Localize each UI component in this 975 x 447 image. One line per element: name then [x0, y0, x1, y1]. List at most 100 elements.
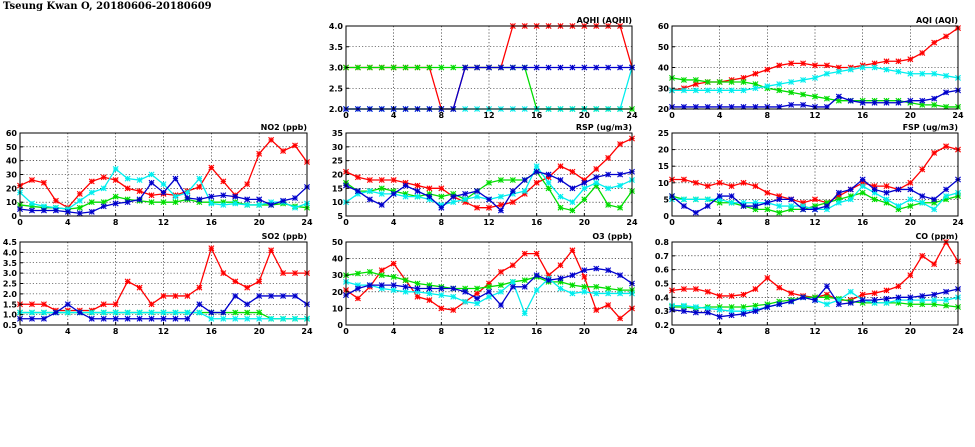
data-point [740, 203, 747, 210]
data-point [521, 277, 528, 284]
data-point [895, 283, 902, 290]
y-tick-label: 2.0 [3, 290, 18, 299]
data-point [136, 309, 143, 316]
data-point [160, 292, 167, 299]
data-point [220, 270, 227, 277]
data-point [943, 143, 950, 150]
data-point [533, 168, 540, 175]
data-point [390, 190, 397, 197]
data-point [256, 201, 263, 208]
data-point [196, 175, 203, 182]
data-point [716, 193, 723, 200]
data-point [871, 196, 878, 203]
data-point [88, 178, 95, 185]
data-point [931, 206, 938, 213]
x-tick-label: 12 [809, 218, 820, 227]
series-line-0 [20, 246, 307, 312]
data-point [88, 189, 95, 196]
data-point [823, 62, 830, 69]
data-point [716, 79, 723, 86]
data-point [148, 179, 155, 186]
y-tick-label: 25 [658, 129, 670, 138]
data-point [740, 291, 747, 298]
x-tick-label: 0 [343, 218, 349, 227]
x-tick-label: 0 [669, 111, 675, 120]
data-point [907, 97, 914, 104]
data-point [256, 196, 263, 203]
data-point [704, 79, 711, 86]
data-point [788, 203, 795, 210]
data-point [752, 286, 759, 293]
data-point [354, 188, 361, 195]
data-point [521, 283, 528, 290]
data-point [112, 177, 119, 184]
data-point [617, 315, 624, 322]
data-point [907, 203, 914, 210]
data-point [871, 290, 878, 297]
y-tick-label: 3.0 [329, 64, 344, 73]
data-point [232, 200, 239, 207]
data-point [545, 64, 552, 71]
data-point [292, 204, 299, 211]
data-point [414, 285, 421, 292]
x-tick-label: 16 [857, 327, 869, 336]
x-tick-label: 24 [626, 218, 638, 227]
data-point [172, 292, 179, 299]
y-tick-label: 15 [332, 184, 344, 193]
data-point [776, 209, 783, 216]
y-tick-label: 5 [663, 195, 669, 204]
data-point [208, 309, 215, 316]
data-point [895, 68, 902, 75]
data-point [581, 185, 588, 192]
data-point [764, 304, 771, 311]
panel-aqhi: 0 4 8 12 16 20 24 2.0 2.5 3.0 3.5 4.0 AQHI (AQHI) [329, 16, 638, 120]
data-point [474, 204, 481, 211]
data-point [474, 300, 481, 307]
data-point [593, 165, 600, 172]
data-point [112, 309, 119, 316]
data-point [474, 295, 481, 302]
data-point [533, 287, 540, 294]
y-tick-label: 10 [6, 198, 18, 207]
x-tick-label: 4 [717, 327, 723, 336]
data-point [521, 310, 528, 317]
data-point [509, 188, 516, 195]
series-line-1 [346, 66, 632, 110]
data-point [943, 72, 950, 79]
data-point [40, 309, 47, 316]
data-point [232, 309, 239, 316]
data-point [509, 64, 516, 71]
data-point [521, 250, 528, 257]
data-point [752, 183, 759, 190]
x-tick-label: 4 [717, 111, 723, 120]
data-point [100, 301, 107, 308]
data-point [800, 294, 807, 301]
x-tick-label: 12 [158, 327, 169, 336]
data-point [812, 206, 818, 213]
data-point [244, 196, 251, 203]
data-point [716, 179, 723, 186]
data-point [509, 199, 516, 206]
data-point [148, 192, 155, 199]
data-point [76, 210, 83, 217]
data-point [593, 265, 600, 272]
data-point [716, 292, 723, 299]
x-tick-label: 16 [206, 218, 218, 227]
y-tick-label: 30 [658, 84, 670, 93]
x-tick-label: 0 [17, 218, 23, 227]
data-point [776, 284, 783, 291]
x-tick-label: 12 [483, 327, 494, 336]
data-point [426, 297, 433, 304]
data-point [136, 196, 143, 203]
data-point [124, 315, 131, 322]
data-point [509, 262, 516, 269]
data-point [895, 294, 902, 301]
data-point [943, 302, 950, 309]
data-point [208, 200, 215, 207]
data-point [883, 99, 890, 106]
data-point [232, 292, 239, 299]
data-point [160, 189, 167, 196]
data-point [184, 309, 191, 316]
data-point [740, 87, 747, 94]
data-point [812, 196, 818, 203]
